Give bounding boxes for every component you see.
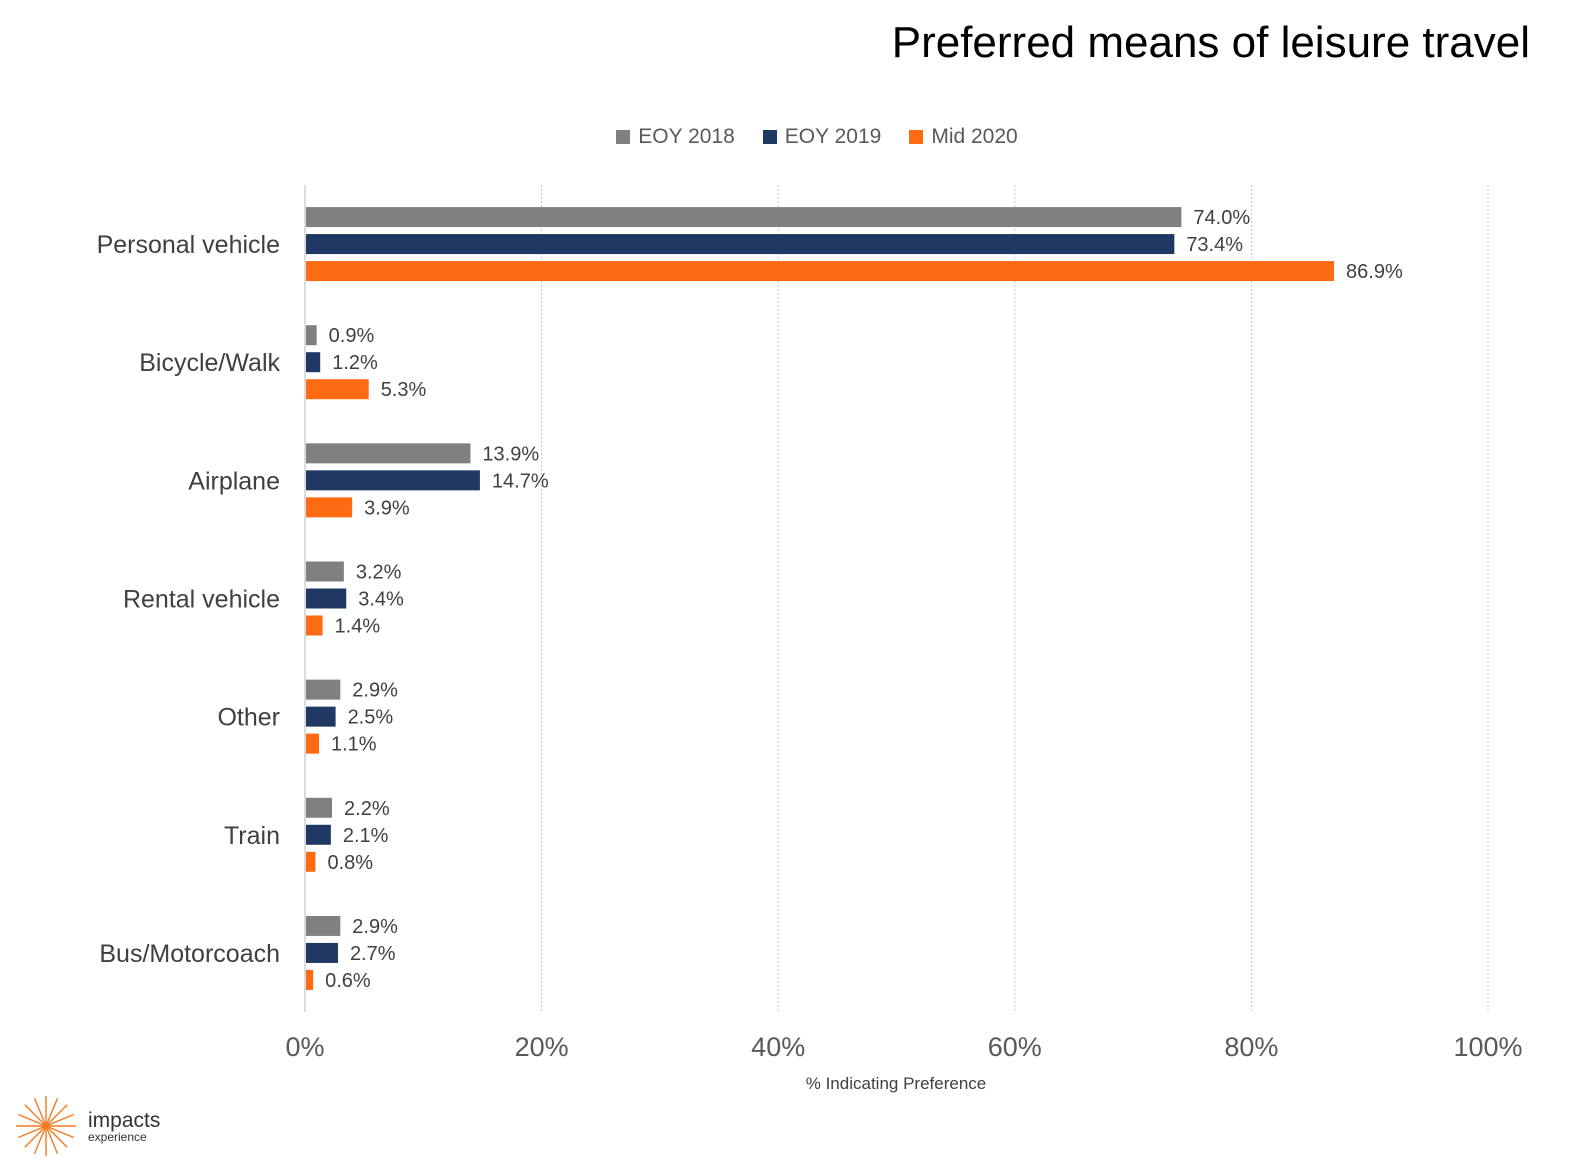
x-tick-label: 20% (515, 1032, 569, 1062)
category-label: Bicycle/Walk (139, 349, 280, 377)
legend-swatch (616, 130, 631, 144)
data-label: 0.6% (325, 970, 371, 992)
bar (306, 797, 333, 818)
legend-item: Mid 2020 (909, 125, 1018, 149)
x-axis-title: % Indicating Preference (806, 1074, 987, 1093)
bar (306, 352, 321, 373)
bar (306, 443, 471, 464)
legend-item: EOY 2018 (616, 125, 735, 149)
legend-swatch (909, 130, 924, 144)
data-label: 2.9% (352, 680, 398, 702)
category-label: Rental vehicle (123, 586, 280, 614)
data-label: 0.9% (329, 325, 375, 347)
bar (306, 733, 320, 754)
data-label: 2.5% (348, 707, 394, 729)
company-logo: impacts experience (10, 1090, 160, 1162)
x-tick-label: 40% (751, 1032, 805, 1062)
category-label: Airplane (188, 467, 280, 495)
category-label: Personal vehicle (97, 231, 280, 259)
bar (306, 470, 480, 491)
data-label: 1.4% (335, 616, 381, 638)
bar (306, 824, 331, 845)
bar (306, 379, 369, 400)
bar (306, 615, 323, 636)
x-tick-label: 80% (1224, 1032, 1278, 1062)
data-label: 3.2% (356, 562, 402, 584)
legend-label: EOY 2019 (784, 125, 882, 148)
bar (306, 207, 1182, 228)
chart-title: Preferred means of leisure travel (891, 18, 1530, 67)
bar (306, 942, 338, 963)
category-label: Bus/Motorcoach (99, 940, 280, 968)
data-label: 74.0% (1193, 207, 1250, 229)
legend: EOY 2018 EOY 2019 Mid 2020 (0, 125, 1574, 149)
bar (306, 588, 347, 609)
data-label: 86.9% (1346, 261, 1403, 283)
legend-label: EOY 2018 (638, 125, 735, 148)
data-label: 2.2% (344, 798, 390, 820)
data-label: 14.7% (492, 470, 549, 492)
data-label: 73.4% (1186, 234, 1243, 256)
bar (306, 497, 353, 518)
legend-item: EOY 2019 (762, 125, 882, 149)
data-label: 2.1% (343, 825, 389, 847)
x-tick-label: 60% (988, 1032, 1042, 1062)
legend-swatch (762, 130, 777, 144)
data-label: 3.4% (358, 589, 404, 611)
x-tick-label: 100% (1453, 1032, 1522, 1062)
x-tick-label: 0% (285, 1032, 324, 1062)
bar (306, 969, 314, 990)
bar (306, 706, 336, 727)
bar (306, 325, 317, 346)
logo-name: impacts (88, 1108, 161, 1132)
bar (306, 851, 316, 872)
data-label: 2.7% (350, 943, 396, 965)
starburst-icon (16, 1096, 76, 1156)
category-label: Other (217, 704, 280, 732)
data-label: 13.9% (482, 443, 539, 465)
bar (306, 261, 1335, 282)
bar (306, 234, 1175, 255)
legend-label: Mid 2020 (931, 125, 1018, 148)
bar (306, 561, 344, 582)
data-label: 2.9% (352, 916, 398, 938)
data-label: 3.9% (364, 497, 410, 519)
data-label: 0.8% (327, 852, 373, 874)
data-label: 5.3% (381, 379, 427, 401)
category-label: Train (224, 822, 280, 850)
bar (306, 679, 341, 700)
bar (306, 915, 341, 936)
data-label: 1.1% (331, 734, 377, 756)
logo-subtitle: experience (88, 1129, 147, 1144)
data-label: 1.2% (332, 352, 378, 374)
